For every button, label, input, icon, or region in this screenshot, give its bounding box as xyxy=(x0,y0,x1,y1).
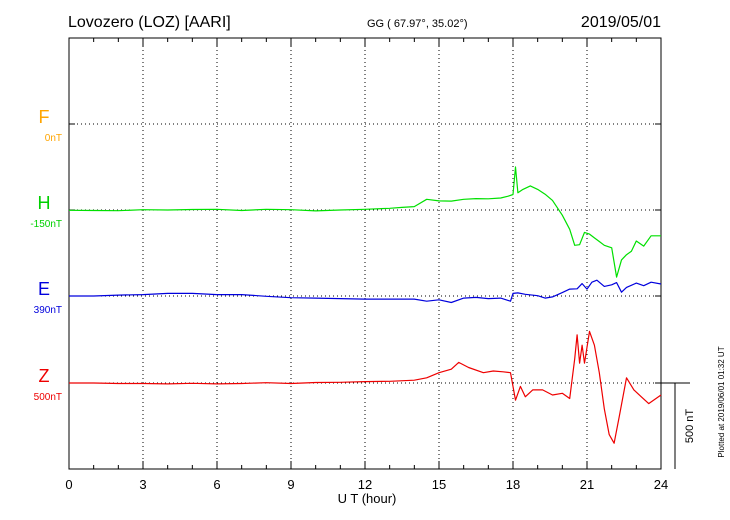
x-tick-label: 9 xyxy=(287,477,294,492)
x-tick-label: 21 xyxy=(580,477,594,492)
x-axis-label: U T (hour) xyxy=(338,491,397,506)
x-tick-label: 3 xyxy=(139,477,146,492)
scale-bar-label: 500 nT xyxy=(684,409,696,444)
series-line-h xyxy=(68,166,661,278)
series-name-f: F xyxy=(39,107,50,127)
series-baseline-z: 500nT xyxy=(34,392,62,403)
station-title: Lovozero (LOZ) [AARI] xyxy=(68,14,231,31)
date-label: 2019/05/01 xyxy=(581,14,661,31)
series-baseline-e: 390nT xyxy=(34,305,62,316)
series-name-z: Z xyxy=(39,366,50,386)
scale-bar: 500 nT xyxy=(661,382,696,469)
x-tick-label: 24 xyxy=(654,477,668,492)
series-baseline-h: -150nT xyxy=(30,219,62,230)
series-name-h: H xyxy=(38,193,51,213)
series-line-e xyxy=(69,279,662,304)
series-line-z xyxy=(69,330,662,444)
series-lines xyxy=(68,166,662,444)
x-axis: 0 3 6 9 12 15 18 21 24 xyxy=(65,38,668,492)
plotted-timestamp: Plotted at 2019/06/01 01:32 UT xyxy=(717,346,726,457)
grid xyxy=(69,38,661,469)
coords-label: GG ( 67.97°, 35.02°) xyxy=(367,18,468,30)
x-tick-label: 12 xyxy=(358,477,372,492)
x-tick-label: 18 xyxy=(506,477,520,492)
series-baseline-f: 0nT xyxy=(45,133,62,144)
x-tick-label: 15 xyxy=(432,477,446,492)
x-tick-label: 0 xyxy=(65,477,72,492)
series-labels: F 0nT H -150nT E 390nT Z 500nT xyxy=(30,107,62,403)
series-name-e: E xyxy=(38,279,50,299)
x-tick-label: 6 xyxy=(213,477,220,492)
